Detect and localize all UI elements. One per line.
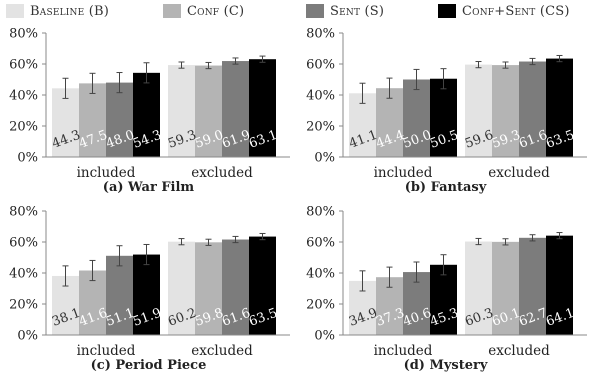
bar-conf-c-excluded [195,65,222,157]
bar-sent-s-included [106,255,133,335]
chart-mystery: 0%20%40%60%80%34.9 60.337.3 60.140.6 62.745… [306,205,587,359]
bar-conf-sent-cs-included [430,264,457,335]
y-tick-label: 20% [9,298,38,313]
y-tick-label: 40% [9,267,38,282]
x-category-label: excluded [191,165,253,181]
chart-panel-mystery: 0% 20% 40% 60% 80% 34.9 60.3 37.3 60.1 40.6 62.7 45… [297,201,594,382]
bar-conf-sent-cs-included [133,254,160,335]
bar-baseline-b-excluded [168,65,195,157]
y-tick-label: 60% [306,236,335,251]
y-tick-label: 80% [9,205,38,220]
legend-swatch-conf-sent [438,4,456,18]
legend-swatch-conf [163,4,181,18]
chart-fantasy: 0%20%40%60%80%41.1 59.644.4 59.350.0 61.650… [306,27,587,181]
x-category-label: excluded [488,343,550,359]
y-tick-label: 80% [9,27,38,42]
caption-period-piece: (c) Period Piece [90,358,207,373]
y-tick-label: 40% [9,89,38,104]
x-category-label: included [374,165,433,181]
legend-label-conf-sent: Conf+Sent (CS) [462,3,570,19]
legend-label-conf: Conf (C) [187,3,245,19]
legend-swatch-baseline [6,4,24,18]
bar-conf-sent-cs-excluded [546,58,573,158]
caption-fantasy: (b) Fantasy [404,180,487,195]
bar-conf-sent-cs-excluded [546,235,573,335]
bar-conf-c-included [79,83,106,157]
y-tick-label: 0% [17,329,38,344]
chart-period-piece: 0%20%40%60%80%38.1 60.241.6 59.851.1 61.651… [9,205,290,359]
caption-mystery: (d) Mystery [403,358,488,373]
bar-sent-s-included [403,79,430,157]
legend-swatch-sent [306,4,324,18]
y-tick-label: 0% [314,151,335,166]
bar-sent-s-excluded [222,239,249,335]
bar-conf-sent-cs-included [430,78,457,157]
bar-conf-c-excluded [492,65,519,157]
chart-panel-period-piece: 0% 20% 40% 60% 80% 38.1 60.2 41.6 59.8 51.1 61.6 51… [0,201,297,382]
bar-sent-s-excluded [222,61,249,157]
y-tick-label: 20% [9,120,38,135]
x-category-label: included [374,343,433,359]
legend: Baseline (B) Conf (C) Sent (S) Conf+Sent… [0,0,594,22]
y-tick-label: 20% [306,120,335,135]
legend-item-sent: Sent (S) [306,3,384,19]
y-tick-label: 0% [314,329,335,344]
y-tick-label: 80% [306,27,335,42]
bar-conf-sent-cs-excluded [249,236,276,335]
x-category-label: excluded [191,343,253,359]
bar-sent-s-excluded [519,61,546,157]
y-tick-label: 80% [306,205,335,220]
bar-sent-s-excluded [519,237,546,335]
legend-item-conf: Conf (C) [163,3,244,19]
y-tick-label: 60% [306,58,335,73]
bar-sent-s-included [106,82,133,157]
y-tick-label: 20% [306,298,335,313]
legend-label-sent: Sent (S) [330,3,385,19]
bar-baseline-b-excluded [465,241,492,335]
legend-label-baseline: Baseline (B) [30,3,109,19]
bar-conf-c-excluded [492,241,519,335]
bar-conf-sent-cs-excluded [249,59,276,157]
x-category-label: included [77,343,136,359]
bar-conf-c-included [79,270,106,335]
y-tick-label: 0% [17,151,38,166]
x-category-label: excluded [488,165,550,181]
y-tick-label: 40% [306,267,335,282]
legend-item-baseline: Baseline (B) [6,3,109,19]
bar-baseline-b-included [349,93,376,157]
chart-panel-fantasy: 0% 20% 40% 60% 80% 41.1 59.6 44.4 59.3 50.0 61.6 50… [297,23,594,204]
y-tick-label: 60% [9,236,38,251]
legend-item-conf-sent: Conf+Sent (CS) [438,3,570,19]
bar-baseline-b-included [52,88,79,157]
x-category-label: included [77,165,136,181]
y-tick-label: 60% [9,58,38,73]
caption-war-film: (a) War Film [102,180,195,195]
bar-conf-c-excluded [195,242,222,335]
y-tick-label: 40% [306,89,335,104]
chart-panel-war-film: 0% 20% 40% 60% 80% 44.3 59.3 47.5 59.0 48.0 61.9 54… [0,23,297,204]
bar-baseline-b-excluded [465,64,492,157]
bar-baseline-b-excluded [168,241,195,335]
bar-conf-sent-cs-included [133,72,160,157]
chart-war-film: 0%20%40%60%80%44.3 59.347.5 59.048.0 61.954… [9,27,290,181]
bar-conf-c-included [376,88,403,157]
